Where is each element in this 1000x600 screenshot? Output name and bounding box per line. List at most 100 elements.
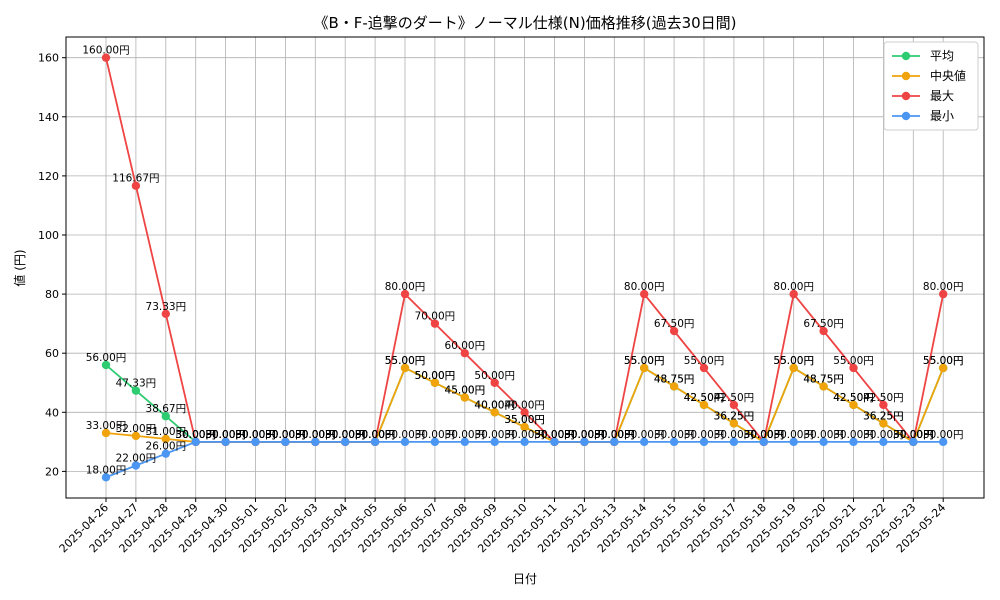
data-point (610, 437, 619, 447)
data-label: 30.00円 (744, 429, 785, 441)
data-label: 30.00円 (265, 429, 306, 441)
data-label: 32.00円 (116, 423, 157, 435)
data-label: 30.00円 (415, 429, 456, 441)
data-point (101, 473, 111, 482)
data-label: 30.00円 (684, 429, 725, 441)
data-point (939, 363, 948, 373)
data-label: 48.75円 (803, 373, 844, 385)
data-point (221, 437, 230, 447)
data-point (131, 431, 141, 441)
data-point (819, 382, 828, 391)
y-tick-label: 120 (38, 170, 59, 183)
data-point (191, 437, 200, 447)
data-point (161, 434, 170, 444)
data-label: 48.75円 (803, 373, 844, 385)
data-label: 30.00円 (175, 429, 216, 441)
data-label: 30.00円 (714, 429, 755, 441)
data-label: 30.00円 (235, 429, 276, 441)
legend-label: 中央値 (930, 68, 966, 83)
data-label: 40.00円 (474, 399, 515, 411)
data-point (640, 289, 649, 299)
data-label: 30.00円 (893, 429, 934, 441)
y-tick-label: 140 (38, 111, 59, 124)
data-point (729, 437, 739, 447)
legend-marker (901, 71, 911, 81)
data-label: 33.00円 (86, 420, 127, 432)
data-label: 30.00円 (205, 429, 246, 441)
data-labels: 56.00円47.33円38.67円30.00円30.00円30.00円30.0… (82, 45, 963, 477)
data-label: 42.50円 (833, 392, 874, 404)
data-point (729, 400, 739, 410)
data-label: 30.00円 (235, 429, 276, 441)
data-label: 35.00円 (504, 414, 545, 426)
data-label: 30.00円 (534, 429, 575, 441)
data-point (400, 289, 410, 299)
series-layer (101, 53, 948, 482)
data-label: 30.00円 (474, 429, 515, 441)
data-point (789, 289, 798, 299)
data-label: 36.25円 (714, 410, 755, 422)
data-label: 30.00円 (893, 429, 934, 441)
data-label: 30.00円 (265, 429, 306, 441)
data-label: 30.00円 (205, 429, 246, 441)
data-point (789, 437, 798, 447)
data-point (939, 437, 948, 447)
y-tick-label: 40 (45, 406, 59, 419)
data-label: 55.00円 (833, 355, 874, 367)
legend-marker (901, 111, 911, 121)
data-label: 67.50円 (654, 318, 695, 330)
data-label: 30.00円 (295, 429, 336, 441)
y-axis-label: 値 (円) (12, 249, 27, 286)
data-label: 80.00円 (624, 281, 665, 293)
data-label: 30.00円 (773, 429, 814, 441)
data-point (490, 408, 499, 417)
data-label: 30.00円 (594, 429, 635, 441)
legend-box (883, 41, 979, 131)
data-label: 30.00円 (265, 429, 306, 441)
data-point (879, 419, 888, 428)
data-label: 42.50円 (714, 392, 755, 404)
data-label: 80.00円 (923, 281, 964, 293)
data-label: 30.00円 (534, 429, 575, 441)
data-label: 73.33円 (146, 301, 187, 313)
data-label: 70.00円 (415, 311, 456, 323)
data-label: 30.00円 (205, 429, 246, 441)
data-label: 50.00円 (474, 370, 515, 382)
data-label: 55.00円 (773, 355, 814, 367)
data-point (520, 408, 529, 417)
data-label: 30.00円 (923, 429, 964, 441)
data-label: 56.00円 (86, 352, 127, 364)
data-label: 55.00円 (923, 355, 964, 367)
y-tick-label: 100 (38, 229, 59, 242)
data-label: 30.00円 (355, 429, 396, 441)
data-label: 55.00円 (385, 355, 426, 367)
data-label: 67.50円 (803, 318, 844, 330)
data-point (370, 437, 380, 447)
data-point (161, 412, 170, 421)
data-point (640, 437, 649, 447)
data-label: 30.00円 (893, 429, 934, 441)
data-label: 55.00円 (923, 355, 964, 367)
data-label: 42.50円 (863, 392, 904, 404)
data-point (131, 181, 141, 190)
data-label: 40.00円 (504, 399, 545, 411)
data-label: 30.00円 (744, 429, 785, 441)
data-point (669, 326, 679, 336)
data-point (400, 437, 410, 447)
data-point (849, 437, 858, 447)
data-point (460, 393, 469, 402)
data-label: 42.50円 (684, 392, 725, 404)
data-point (161, 449, 170, 458)
data-point (909, 437, 918, 447)
data-label: 55.00円 (684, 355, 725, 367)
y-axis-ticks: 20 40 60 80 100 120 140 160 (38, 52, 66, 478)
data-label: 30.00円 (235, 429, 276, 441)
y-tick-label: 80 (45, 288, 59, 301)
data-label: 36.25円 (863, 410, 904, 422)
data-label: 30.00円 (445, 429, 486, 441)
data-point (400, 363, 410, 373)
data-point (879, 437, 888, 447)
data-label: 160.00円 (82, 45, 129, 57)
data-label: 45.00円 (445, 385, 486, 397)
